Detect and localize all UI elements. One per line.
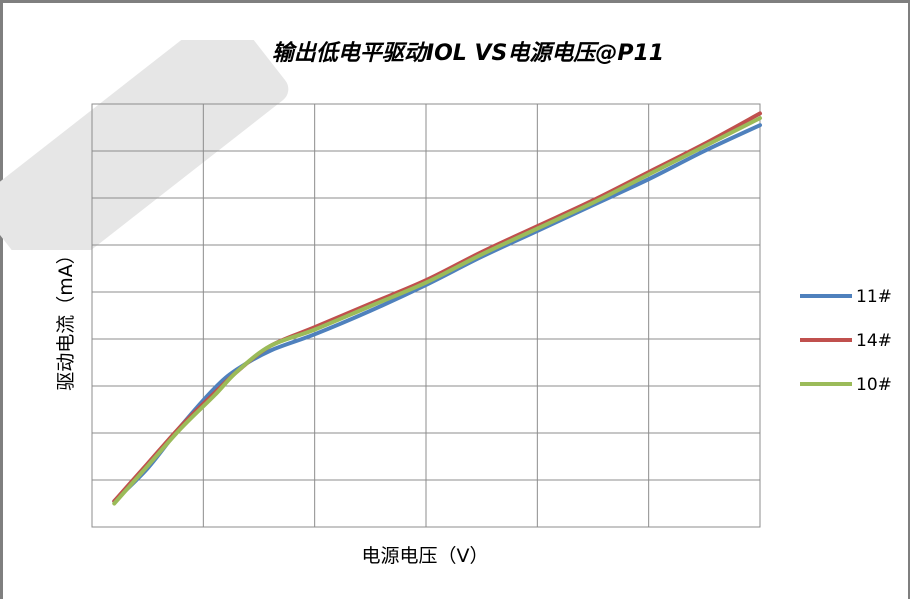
series-line-3 [112, 116, 762, 506]
y-axis-label: 驱动电流（mA） [55, 245, 77, 391]
series-group [112, 111, 762, 506]
legend-label-1: 11# [856, 287, 892, 307]
legend: 11# 14# 10# [800, 287, 892, 395]
chart-title: 输出低电平驱动IOL VS电源电压@P11 [272, 40, 664, 66]
series-line-1 [112, 123, 762, 504]
legend-label-3: 10# [856, 375, 892, 395]
legend-label-2: 14# [856, 331, 892, 351]
x-axis-label: 电源电压（V） [362, 545, 489, 567]
grid [91, 103, 761, 528]
